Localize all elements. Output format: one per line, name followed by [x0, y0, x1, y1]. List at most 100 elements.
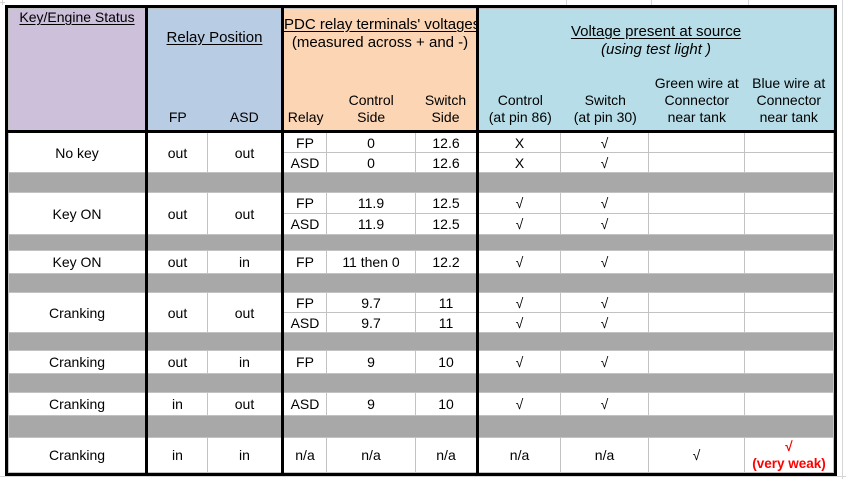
- cell-green-wire: [648, 350, 746, 374]
- cell-switch-side: 12.2: [414, 250, 479, 274]
- separator-row: [8, 234, 835, 251]
- cell-green-wire: [648, 292, 746, 313]
- cell-blue-wire: [744, 350, 835, 374]
- cell-switch-pin30: √: [560, 152, 650, 173]
- cell-control-pin86: X: [476, 152, 562, 173]
- margin-gridline: [651, 0, 652, 5]
- cell-asd-position: in: [207, 350, 283, 374]
- margin-gridline: [0, 476, 846, 477]
- margin-gridline: [842, 0, 843, 479]
- header-pdc-subtitle: (measured across + and -): [291, 34, 469, 51]
- header-voltage-source: Voltage present at source (using test li…: [476, 8, 835, 133]
- cell-relay: FP: [281, 131, 327, 153]
- margin-gridline: [748, 0, 749, 5]
- cell-status: No key: [8, 131, 147, 173]
- cell-fp-position: out: [145, 131, 208, 173]
- cell-control-pin86: √: [476, 250, 562, 274]
- cell-control-pin86: √: [476, 350, 562, 374]
- subheader-green-wire: Green wire at Connector near tank: [654, 75, 739, 125]
- cell-relay: ASD: [281, 392, 327, 416]
- header-source-title: Voltage present at source: [570, 23, 742, 40]
- subheader-blue-wire: Blue wire at Connector near tank: [752, 75, 826, 125]
- cell-switch-pin30: √: [560, 392, 650, 416]
- cell-switch-side: 11: [414, 312, 479, 333]
- cell-control-pin86: X: [476, 131, 562, 153]
- separator-row: [8, 172, 835, 193]
- margin-gridline: [2, 0, 3, 5]
- cell-blue-wire: [744, 292, 835, 313]
- cell-relay: FP: [281, 250, 327, 274]
- cell-asd-position: in: [207, 437, 283, 473]
- cell-status: Cranking: [8, 392, 147, 416]
- cell-control-pin86: n/a: [476, 437, 562, 473]
- cell-fp-position: in: [145, 392, 208, 416]
- cell-blue-wire: [744, 392, 835, 416]
- cell-fp-position: out: [145, 350, 208, 374]
- cell-green-wire: [648, 312, 746, 333]
- header-relay-position-title: Relay Position: [166, 29, 263, 46]
- subheader-control-side: Control Side: [348, 92, 394, 125]
- subheader-switch-side: Switch Side: [424, 92, 467, 125]
- cell-blue-wire: [744, 250, 835, 274]
- cell-blue-wire: [744, 312, 835, 333]
- cell-switch-side: 12.5: [414, 213, 479, 235]
- cell-blue-wire-weak: √ (very weak): [744, 437, 835, 473]
- table-frame: Key/Engine Status Relay Position FP ASD …: [5, 5, 838, 476]
- cell-relay: FP: [281, 292, 327, 313]
- cell-green-wire: [648, 213, 746, 235]
- cell-status: Cranking: [8, 350, 147, 374]
- cell-green-wire: [648, 152, 746, 173]
- cell-switch-pin30: n/a: [560, 437, 650, 473]
- cell-status: Key ON: [8, 192, 147, 235]
- cell-switch-pin30: √: [560, 192, 650, 214]
- cell-control-side: 11.9: [326, 213, 416, 235]
- cell-switch-side: 12.5: [414, 192, 479, 214]
- cell-switch-side: 10: [414, 392, 479, 416]
- cell-relay: n/a: [281, 437, 327, 473]
- header-key-engine-status: Key/Engine Status: [8, 8, 147, 133]
- cell-fp-position: out: [145, 192, 208, 235]
- cell-control-side: 11 then 0: [326, 250, 416, 274]
- cell-control-side: 0: [326, 152, 416, 173]
- subheader-fp: FP: [168, 109, 187, 125]
- cell-relay: ASD: [281, 213, 327, 235]
- cell-asd-position: out: [207, 392, 283, 416]
- cell-asd-position: out: [207, 131, 283, 173]
- cell-control-pin86: √: [476, 312, 562, 333]
- cell-blue-wire: [744, 213, 835, 235]
- header-key-engine-status-label: Key/Engine Status: [19, 9, 135, 26]
- cell-switch-side: 11: [414, 292, 479, 313]
- subheader-switch-pin30: Switch (at pin 30): [573, 92, 637, 125]
- cell-green-wire: [648, 192, 746, 214]
- cell-green-wire: [648, 250, 746, 274]
- cell-green-wire: [648, 392, 746, 416]
- cell-switch-side: 12.6: [414, 152, 479, 173]
- margin-gridline: [566, 0, 567, 5]
- cell-relay: ASD: [281, 152, 327, 173]
- cell-asd-position: out: [207, 192, 283, 235]
- cell-control-side: n/a: [326, 437, 416, 473]
- cell-fp-position: in: [145, 437, 208, 473]
- cell-control-side: 11.9: [326, 192, 416, 214]
- subheader-asd: ASD: [229, 109, 259, 125]
- cell-control-pin86: √: [476, 392, 562, 416]
- cell-switch-pin30: √: [560, 350, 650, 374]
- cell-fp-position: out: [145, 292, 208, 333]
- cell-control-side: 0: [326, 131, 416, 153]
- header-source-subtitle: (using test light ): [600, 41, 712, 58]
- cell-control-side: 9: [326, 350, 416, 374]
- cell-relay: FP: [281, 192, 327, 214]
- cell-relay: FP: [281, 350, 327, 374]
- header-relay-position: Relay Position FP ASD: [145, 8, 283, 133]
- subheader-control-pin86: Control (at pin 86): [488, 92, 552, 125]
- cell-blue-wire: [744, 192, 835, 214]
- separator-row: [8, 273, 835, 293]
- cell-switch-pin30: √: [560, 312, 650, 333]
- cell-switch-pin30: √: [560, 292, 650, 313]
- header-pdc-voltages: PDC relay terminals' voltages (measured …: [280, 8, 479, 133]
- cell-control-side: 9.7: [326, 312, 416, 333]
- cell-control-pin86: √: [476, 213, 562, 235]
- cell-relay: ASD: [281, 312, 327, 333]
- cell-asd-position: out: [207, 292, 283, 333]
